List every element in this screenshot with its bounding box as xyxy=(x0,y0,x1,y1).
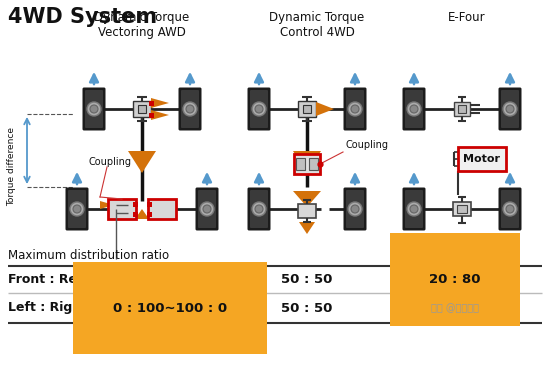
FancyBboxPatch shape xyxy=(68,190,86,228)
FancyBboxPatch shape xyxy=(403,88,426,131)
Circle shape xyxy=(203,205,211,213)
Bar xyxy=(148,112,153,117)
Text: 0 : 100∼100 : 0: 0 : 100∼100 : 0 xyxy=(113,301,227,314)
Circle shape xyxy=(348,102,362,116)
Circle shape xyxy=(407,202,421,216)
Text: 头条 @玩车教授: 头条 @玩车教授 xyxy=(431,303,479,313)
Circle shape xyxy=(255,205,263,213)
Circle shape xyxy=(90,105,98,113)
Circle shape xyxy=(255,105,263,113)
Circle shape xyxy=(183,102,197,116)
Text: E-Four: E-Four xyxy=(448,11,486,24)
FancyBboxPatch shape xyxy=(179,88,201,131)
Bar xyxy=(298,101,316,117)
Text: Torque difference: Torque difference xyxy=(8,126,16,205)
FancyBboxPatch shape xyxy=(85,90,103,128)
Circle shape xyxy=(252,102,266,116)
Polygon shape xyxy=(299,222,315,234)
Bar xyxy=(303,105,311,114)
Text: Coupling: Coupling xyxy=(345,140,388,150)
Polygon shape xyxy=(316,102,334,116)
Circle shape xyxy=(87,102,101,116)
Text: Motor: Motor xyxy=(464,154,500,164)
Polygon shape xyxy=(293,191,321,207)
Circle shape xyxy=(503,202,517,216)
Circle shape xyxy=(407,102,421,116)
Bar xyxy=(458,147,506,171)
Polygon shape xyxy=(293,151,321,173)
Bar xyxy=(146,202,151,207)
Circle shape xyxy=(410,105,418,113)
FancyBboxPatch shape xyxy=(195,187,218,231)
Text: Coupling: Coupling xyxy=(89,157,131,167)
FancyBboxPatch shape xyxy=(498,187,521,231)
Text: Dynamic Torque
Control 4WD: Dynamic Torque Control 4WD xyxy=(270,11,365,39)
Text: Left : Right: Left : Right xyxy=(8,301,87,314)
FancyBboxPatch shape xyxy=(403,187,426,231)
FancyBboxPatch shape xyxy=(501,90,519,128)
Text: Dynamic Torque
Vectoring AWD: Dynamic Torque Vectoring AWD xyxy=(95,11,190,39)
Polygon shape xyxy=(151,98,169,108)
Bar xyxy=(138,105,146,114)
FancyBboxPatch shape xyxy=(498,88,521,131)
Polygon shape xyxy=(100,201,114,209)
Circle shape xyxy=(348,202,362,216)
Bar xyxy=(298,204,316,218)
Circle shape xyxy=(351,205,359,213)
FancyBboxPatch shape xyxy=(344,88,366,131)
Circle shape xyxy=(186,105,194,113)
FancyBboxPatch shape xyxy=(344,187,366,231)
Circle shape xyxy=(351,105,359,113)
FancyBboxPatch shape xyxy=(198,190,216,228)
FancyBboxPatch shape xyxy=(405,190,423,228)
Bar xyxy=(457,205,467,213)
FancyBboxPatch shape xyxy=(82,88,106,131)
Text: 4WD System: 4WD System xyxy=(8,7,157,27)
Bar xyxy=(309,158,318,170)
FancyBboxPatch shape xyxy=(346,190,364,228)
Polygon shape xyxy=(128,151,156,173)
Text: Front : Rear: Front : Rear xyxy=(8,273,92,286)
Bar xyxy=(133,211,138,216)
FancyBboxPatch shape xyxy=(65,187,89,231)
FancyBboxPatch shape xyxy=(248,187,271,231)
Bar xyxy=(148,101,153,106)
Polygon shape xyxy=(135,209,149,219)
Bar xyxy=(296,158,305,170)
Circle shape xyxy=(252,202,266,216)
Polygon shape xyxy=(151,110,169,120)
Circle shape xyxy=(503,102,517,116)
Bar xyxy=(148,199,176,219)
Text: 50 : 50: 50 : 50 xyxy=(144,273,196,286)
Circle shape xyxy=(73,205,81,213)
FancyBboxPatch shape xyxy=(250,90,268,128)
Bar xyxy=(294,154,320,174)
Text: 20 : 80: 20 : 80 xyxy=(429,273,481,286)
Bar xyxy=(458,105,466,113)
FancyBboxPatch shape xyxy=(501,190,519,228)
Text: 50 : 50: 50 : 50 xyxy=(281,301,333,314)
Text: Maximum distribution ratio: Maximum distribution ratio xyxy=(8,249,169,262)
FancyBboxPatch shape xyxy=(248,88,271,131)
Circle shape xyxy=(506,105,514,113)
FancyBboxPatch shape xyxy=(346,90,364,128)
FancyBboxPatch shape xyxy=(405,90,423,128)
Circle shape xyxy=(506,205,514,213)
Circle shape xyxy=(70,202,84,216)
Bar xyxy=(133,101,151,117)
Bar xyxy=(453,202,471,216)
FancyBboxPatch shape xyxy=(250,190,268,228)
Bar xyxy=(133,202,138,207)
Bar xyxy=(146,211,151,216)
Circle shape xyxy=(200,202,214,216)
Bar xyxy=(108,199,136,219)
Text: 50 : 50: 50 : 50 xyxy=(281,273,333,286)
FancyBboxPatch shape xyxy=(181,90,199,128)
Bar xyxy=(454,102,470,116)
Circle shape xyxy=(410,205,418,213)
